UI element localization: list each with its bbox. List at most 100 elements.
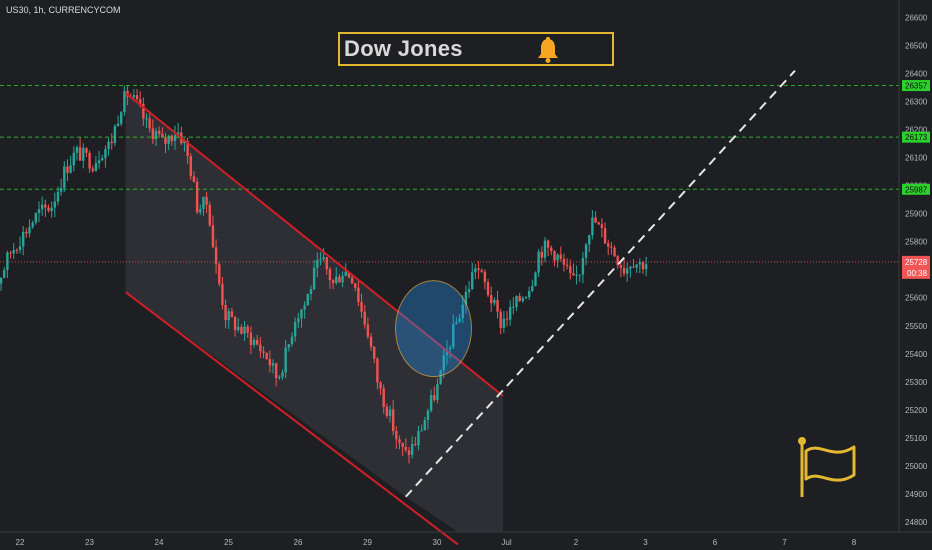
candle-body <box>142 103 145 119</box>
candle-body <box>91 168 94 171</box>
candle-body <box>600 224 604 229</box>
y-tick-label: 25900 <box>905 210 928 219</box>
candle-body <box>366 324 370 337</box>
candle-body <box>246 326 249 333</box>
channel-fill <box>125 93 504 532</box>
candle-body <box>31 222 34 228</box>
candle-body <box>341 275 344 283</box>
ticker-label: US30, 1h, CURRENCYCOM <box>6 5 121 15</box>
candle-body <box>154 130 158 140</box>
y-tick-label: 26600 <box>905 13 928 22</box>
candle-body <box>537 251 540 273</box>
candle-body <box>638 262 642 265</box>
candle-body <box>426 410 430 420</box>
y-tick-label: 26300 <box>905 98 928 107</box>
candle-body <box>559 254 562 259</box>
candle-body <box>629 266 632 269</box>
candle-body <box>208 204 211 226</box>
candle-body <box>218 264 221 284</box>
candle-body <box>3 269 6 278</box>
candle-body <box>461 304 464 319</box>
candle-body <box>363 311 366 325</box>
candle-body <box>290 336 294 345</box>
candle-body <box>186 140 189 157</box>
y-tick-label: 26500 <box>905 41 928 50</box>
candle-body <box>483 271 487 283</box>
candle-body <box>252 339 256 346</box>
y-tick-label: 26200 <box>905 126 928 135</box>
candle-body <box>176 132 180 136</box>
current-price-tag <box>902 255 930 279</box>
candle-body <box>28 227 31 234</box>
candle-body <box>565 264 569 267</box>
candle-body <box>173 135 177 141</box>
candle-body <box>189 156 192 177</box>
candle-body <box>328 269 332 281</box>
candle-body <box>63 166 66 188</box>
candle-body <box>34 213 38 223</box>
candle-body <box>56 191 60 202</box>
candle-body <box>316 260 319 268</box>
candle-body <box>591 217 594 236</box>
candle-body <box>597 222 600 225</box>
candle-body <box>433 395 436 400</box>
candle-body <box>474 268 477 273</box>
candle-body <box>464 291 468 305</box>
candle-body <box>107 141 110 150</box>
candle-body <box>303 305 306 310</box>
candle-body <box>373 346 376 359</box>
x-tick-label: 8 <box>852 538 857 547</box>
candle-body <box>145 118 148 120</box>
y-tick-label: 25000 <box>905 462 928 471</box>
candle-body <box>429 395 433 411</box>
candle-body <box>297 318 300 323</box>
y-tick-label: 25500 <box>905 322 928 331</box>
candle-body <box>66 166 69 173</box>
candle-body <box>635 264 638 268</box>
trendline <box>404 70 796 498</box>
candle-body <box>237 326 240 331</box>
candle-body <box>164 137 167 144</box>
candle-body <box>214 247 218 265</box>
candle-body <box>53 201 57 208</box>
level-tag <box>902 183 930 195</box>
bell-icon <box>538 37 558 63</box>
candle-body <box>641 262 645 270</box>
candle-body <box>116 123 120 127</box>
candle-body <box>331 280 335 283</box>
candle-body <box>534 272 537 286</box>
candle-body <box>40 204 44 210</box>
candle-body <box>44 204 47 208</box>
candle-body <box>192 176 196 183</box>
candle-body <box>325 257 328 270</box>
current-price-label: 25728 <box>905 258 928 267</box>
x-tick-label: 3 <box>643 538 648 547</box>
candles <box>0 85 648 464</box>
candle-body <box>610 246 613 248</box>
candle-body <box>9 252 12 254</box>
candle-body <box>607 243 610 247</box>
candle-body <box>407 450 411 455</box>
candle-body <box>183 140 186 144</box>
candle-body <box>512 306 515 308</box>
candle-body <box>85 148 88 153</box>
candle-body <box>546 240 550 248</box>
candle-body <box>619 265 623 268</box>
candle-body <box>490 295 493 304</box>
candle-body <box>37 209 41 214</box>
candle-body <box>404 447 408 451</box>
candle-body <box>613 247 616 257</box>
candle-body <box>224 305 227 321</box>
candle-body <box>271 363 275 366</box>
candle-body <box>515 295 518 307</box>
chart-title-label: Dow Jones <box>344 36 463 61</box>
candle-body <box>319 258 322 261</box>
candle-body <box>581 257 585 275</box>
y-tick-label: 25400 <box>905 350 928 359</box>
candle-body <box>499 311 502 328</box>
candle-body <box>401 442 404 448</box>
candle-body <box>287 344 291 348</box>
x-tick-label: 6 <box>713 538 718 547</box>
candle-body <box>540 251 544 258</box>
